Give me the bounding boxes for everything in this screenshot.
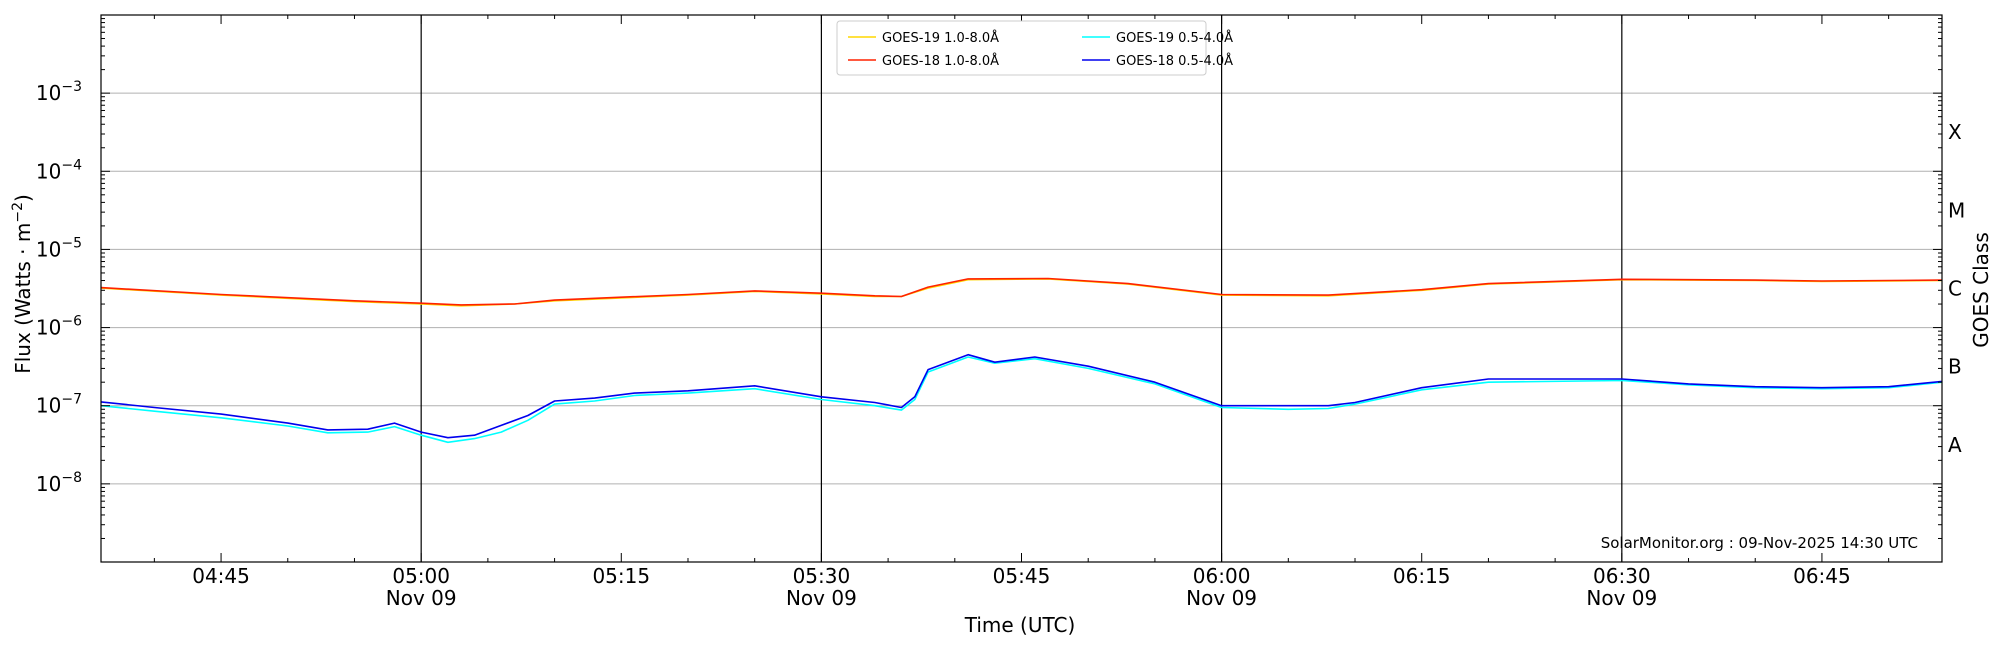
x-axis-label: Time (UTC): [964, 613, 1076, 637]
x-tick-label: 06:30: [1593, 564, 1651, 588]
y-tick-label: 10−7: [36, 392, 82, 418]
x-tick-date-label: Nov 09: [1186, 586, 1257, 610]
credit-text: SolarMonitor.org : 09-Nov-2025 14:30 UTC: [1601, 534, 1918, 552]
goes-class-label: C: [1948, 277, 1962, 301]
x-tick-label: 05:30: [793, 564, 851, 588]
goes-class-axis-label: GOES Class: [1969, 232, 1993, 348]
y-axis-label-close: ): [11, 194, 35, 202]
y-tick-label: 10−5: [36, 235, 82, 261]
legend-label: GOES-18 0.5-4.0Å: [1116, 53, 1233, 69]
series-group: [100, 277, 1943, 444]
legend: GOES-19 1.0-8.0Å GOES-19 0.5-4.0Å GOES-18 …: [836, 20, 1233, 76]
x-tick-label: 06:15: [1393, 564, 1451, 588]
x-tick-label: 04:45: [192, 564, 250, 588]
y-axis-label: Flux (Watts · m−2): [10, 194, 35, 374]
x-tick-label: 05:00: [392, 564, 450, 588]
y-tick-label: 10−6: [36, 314, 82, 340]
y-axis-label-main: Flux (Watts · m: [11, 223, 35, 374]
day-boundary-lines: [420, 15, 1623, 562]
x-tick-date-label: Nov 09: [786, 586, 857, 610]
legend-box: [836, 20, 1207, 76]
y-tick-label: 10−4: [36, 157, 82, 183]
series-line: [100, 356, 1943, 444]
x-tick-label: 06:45: [1793, 564, 1851, 588]
legend-label: GOES-18 1.0-8.0Å: [882, 53, 999, 69]
legend-label: GOES-19 1.0-8.0Å: [882, 30, 999, 46]
x-tick-label: 05:15: [592, 564, 650, 588]
goes-class-label: X: [1948, 120, 1962, 144]
plot-frame: [100, 14, 1943, 563]
y-tick-label: 10−3: [36, 79, 82, 105]
y-axis-ticks: 10−3 10−4 10−5 10−6 10−7 10−8: [36, 18, 1942, 563]
goes-class-label: B: [1948, 355, 1962, 379]
legend-label: GOES-19 0.5-4.0Å: [1116, 30, 1233, 46]
y-axis-label-exponent: −2: [10, 202, 26, 223]
goes-class-labels: X M C B A: [1948, 120, 1965, 457]
x-tick-date-label: Nov 09: [386, 586, 457, 610]
goes-class-label: A: [1948, 433, 1962, 457]
goes-class-label: M: [1948, 198, 1965, 222]
grid: [101, 92, 1942, 485]
series-line: [100, 277, 1943, 306]
x-tick-label: 05:45: [993, 564, 1051, 588]
series-line: [100, 353, 1943, 439]
y-tick-label: 10−8: [36, 470, 82, 496]
x-tick-label: 06:00: [1193, 564, 1251, 588]
x-tick-date-label: Nov 09: [1586, 586, 1657, 610]
